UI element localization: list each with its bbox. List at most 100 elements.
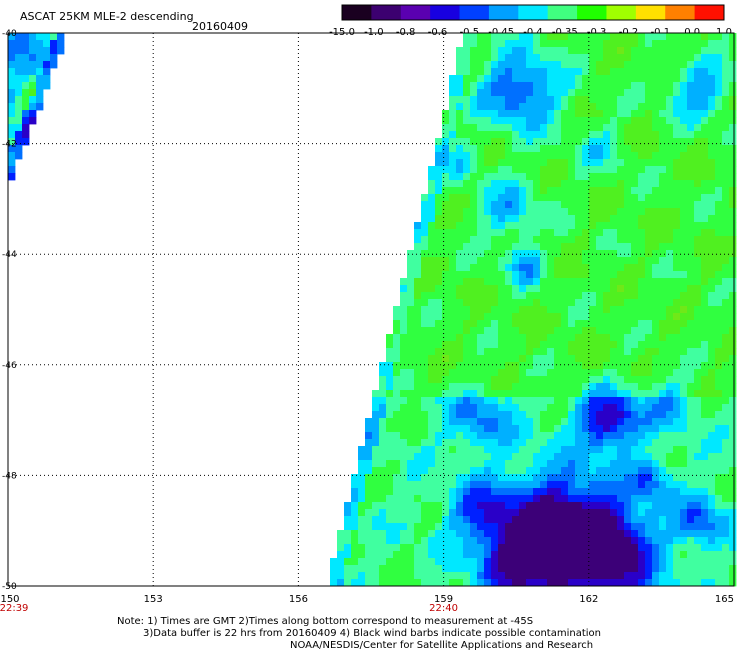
data-cell [561, 390, 569, 398]
data-cell [463, 453, 471, 461]
data-cell [449, 425, 457, 433]
data-cell [596, 229, 604, 237]
data-cell [575, 341, 583, 349]
data-cell [722, 229, 730, 237]
data-cell [666, 243, 674, 251]
data-cell [666, 68, 674, 76]
data-cell [680, 327, 688, 335]
data-cell [582, 145, 590, 153]
data-cell [379, 481, 387, 489]
data-cell [729, 313, 737, 321]
data-cell [645, 278, 653, 286]
data-cell [428, 516, 436, 524]
data-cell [701, 208, 709, 216]
data-cell [582, 68, 590, 76]
data-cell [449, 82, 457, 90]
data-cell [540, 54, 548, 62]
data-cell [29, 103, 37, 111]
data-cell [540, 362, 548, 370]
data-cell [631, 40, 639, 48]
data-cell [603, 572, 611, 580]
data-cell [456, 411, 464, 419]
data-cell [652, 61, 660, 69]
data-cell [386, 425, 394, 433]
data-cell [484, 488, 492, 496]
data-cell [568, 383, 576, 391]
data-cell [687, 306, 695, 314]
data-cell [708, 425, 716, 433]
data-cell [659, 390, 667, 398]
data-cell [631, 194, 639, 202]
data-cell [561, 124, 569, 132]
data-cell [421, 369, 429, 377]
data-cell [575, 376, 583, 384]
data-cell [533, 572, 541, 580]
data-cell [526, 313, 534, 321]
data-cell [547, 236, 555, 244]
data-cell [379, 558, 387, 566]
data-cell [484, 278, 492, 286]
data-cell [470, 488, 478, 496]
data-cell [617, 334, 625, 342]
data-cell [589, 474, 597, 482]
data-cell [561, 544, 569, 552]
data-cell [498, 110, 506, 118]
data-cell [400, 404, 408, 412]
data-cell [463, 418, 471, 426]
data-cell [701, 96, 709, 104]
data-cell [554, 383, 562, 391]
data-cell [533, 369, 541, 377]
data-cell [589, 341, 597, 349]
data-cell [729, 537, 737, 545]
data-cell [603, 502, 611, 510]
data-cell [547, 215, 555, 223]
data-cell [603, 313, 611, 321]
data-cell [407, 481, 415, 489]
data-cell [582, 278, 590, 286]
data-cell [358, 509, 366, 517]
data-cell [617, 418, 625, 426]
data-cell [442, 502, 450, 510]
data-cell [729, 306, 737, 314]
data-cell [491, 362, 499, 370]
data-cell [680, 208, 688, 216]
data-cell [526, 355, 534, 363]
data-cell [596, 285, 604, 293]
data-cell [729, 572, 737, 580]
data-cell [694, 537, 702, 545]
data-cell [484, 187, 492, 195]
data-cell [358, 558, 366, 566]
data-cell [729, 544, 737, 552]
data-cell [701, 488, 709, 496]
data-cell [484, 376, 492, 384]
data-cell [393, 320, 401, 328]
data-cell [603, 404, 611, 412]
data-cell [575, 495, 583, 503]
data-cell [526, 383, 534, 391]
data-cell [470, 411, 478, 419]
data-cell [540, 138, 548, 146]
data-cell [708, 523, 716, 531]
data-cell [512, 208, 520, 216]
data-cell [337, 544, 345, 552]
data-cell [561, 446, 569, 454]
data-cell [729, 131, 737, 139]
data-cell [561, 551, 569, 559]
data-cell [589, 320, 597, 328]
data-cell [666, 418, 674, 426]
data-cell [666, 194, 674, 202]
data-cell [477, 278, 485, 286]
data-cell [484, 327, 492, 335]
data-cell [610, 33, 618, 41]
data-cell [498, 432, 506, 440]
data-cell [603, 61, 611, 69]
data-cell [540, 117, 548, 125]
data-cell [554, 572, 562, 580]
data-cell [386, 579, 394, 587]
data-cell [652, 376, 660, 384]
data-cell [449, 110, 457, 118]
data-cell [540, 208, 548, 216]
data-cell [512, 299, 520, 307]
data-cell [547, 61, 555, 69]
data-cell [554, 285, 562, 293]
